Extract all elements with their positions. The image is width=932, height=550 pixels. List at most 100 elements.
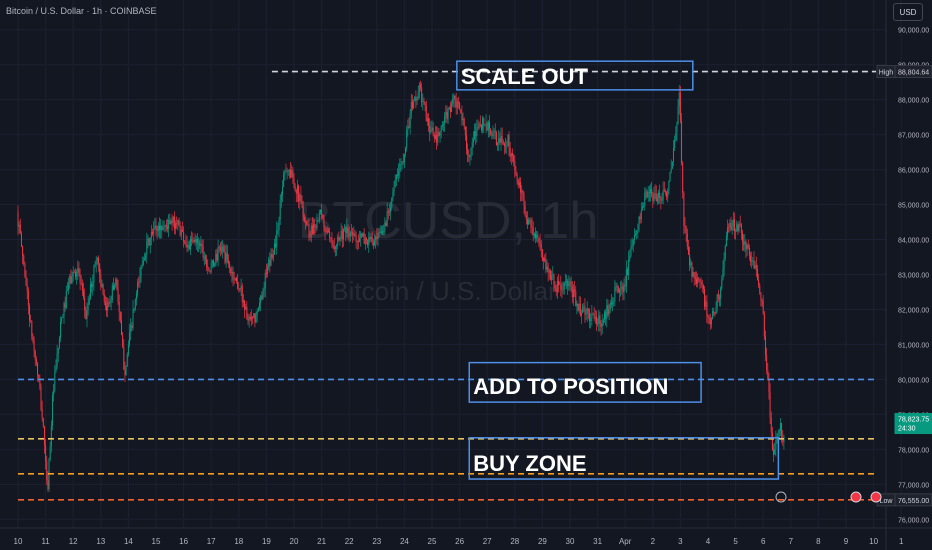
- candle: [140, 264, 142, 283]
- candle: [517, 178, 519, 189]
- candle: [507, 133, 509, 147]
- time-tick-label: Apr: [619, 537, 632, 546]
- candle: [494, 123, 496, 140]
- candle: [71, 271, 73, 285]
- candle: [555, 284, 557, 297]
- currency-button[interactable]: USD: [893, 3, 923, 21]
- last-price-label: 78,823.75 24:30: [894, 413, 932, 435]
- candle: [782, 430, 784, 446]
- candle: [326, 226, 328, 235]
- candle: [486, 120, 488, 131]
- candle: [520, 177, 522, 202]
- candle: [369, 232, 371, 243]
- candle: [75, 268, 76, 280]
- candle: [382, 225, 384, 236]
- candle: [756, 264, 758, 281]
- candle: [263, 281, 265, 297]
- candle: [385, 220, 387, 227]
- candle: [559, 281, 561, 286]
- candle: [45, 438, 47, 470]
- candle: [269, 252, 271, 273]
- candle: [239, 287, 241, 293]
- candle: [425, 100, 427, 122]
- event-markers[interactable]: [775, 491, 882, 503]
- candle: [541, 249, 543, 262]
- candle: [586, 301, 588, 322]
- price-axis[interactable]: 90,000.0089,000.0088,000.0087,000.0086,0…: [898, 28, 929, 525]
- svg-text:Low: Low: [880, 498, 894, 505]
- candle: [515, 165, 517, 177]
- candle: [574, 281, 576, 298]
- candle: [704, 285, 706, 311]
- buy-zone-box[interactable]: BUY ZONE: [468, 437, 780, 480]
- scale-out-box[interactable]: SCALE OUT: [456, 60, 694, 91]
- candle: [651, 181, 653, 198]
- candle: [606, 298, 608, 328]
- candle: [452, 93, 454, 107]
- candle: [505, 137, 507, 153]
- candle: [693, 271, 695, 286]
- candle: [566, 275, 568, 290]
- candle: [581, 309, 582, 324]
- candle: [68, 277, 70, 295]
- candle: [150, 224, 152, 246]
- candle: [257, 306, 259, 313]
- economic-event-icon[interactable]: [850, 491, 862, 503]
- candle: [94, 261, 96, 268]
- candle: [19, 218, 21, 235]
- candle: [139, 267, 141, 289]
- candle: [424, 101, 426, 112]
- price-tick-label: 77,000.00: [898, 482, 929, 489]
- price-tick-label: 81,000.00: [898, 342, 929, 349]
- candle: [398, 163, 400, 182]
- candle: [636, 229, 638, 240]
- candle: [147, 234, 149, 249]
- candle: [351, 224, 352, 237]
- candle: [124, 361, 126, 382]
- add-to-position-box[interactable]: ADD TO POSITION: [468, 361, 702, 403]
- candle: [408, 117, 410, 129]
- candle: [532, 221, 534, 242]
- candle: [79, 268, 81, 291]
- candle: [88, 293, 90, 306]
- candle: [213, 258, 214, 268]
- candle: [353, 226, 355, 241]
- time-tick-label: 3: [678, 537, 683, 546]
- candle: [129, 323, 131, 348]
- candle: [700, 277, 702, 288]
- dividend-event-icon[interactable]: [775, 491, 787, 503]
- candle: [62, 313, 64, 318]
- price-tick-label: 76,000.00: [898, 517, 929, 524]
- price-tick-label: 83,000.00: [898, 272, 929, 279]
- candle: [98, 255, 99, 272]
- candle: [301, 195, 303, 209]
- candle: [191, 231, 193, 246]
- candle: [246, 301, 248, 320]
- candle: [153, 221, 155, 242]
- candle: [302, 200, 304, 222]
- candle: [518, 177, 520, 189]
- candle: [364, 233, 366, 250]
- price-tick-label: 80,000.00: [898, 377, 929, 384]
- candle: [420, 80, 421, 92]
- candle: [639, 213, 641, 224]
- candle: [731, 219, 733, 235]
- economic-event-icon[interactable]: [870, 491, 882, 503]
- time-axis[interactable]: 10 11 12 13 14 15 16 17 18 19 20 21 22 23 24 25 26 27 28 29…: [14, 537, 904, 546]
- candle: [379, 225, 381, 234]
- candle: [146, 232, 148, 264]
- candle: [774, 442, 776, 455]
- candle: [692, 266, 694, 278]
- candle: [292, 166, 294, 184]
- candle: [78, 261, 80, 277]
- candle: [363, 228, 365, 244]
- candle: [390, 201, 392, 221]
- candle: [118, 294, 120, 322]
- candle: [723, 252, 725, 277]
- candle: [193, 237, 195, 244]
- candle: [265, 263, 267, 279]
- candle: [679, 85, 681, 124]
- candle: [501, 127, 503, 145]
- candle: [576, 300, 578, 315]
